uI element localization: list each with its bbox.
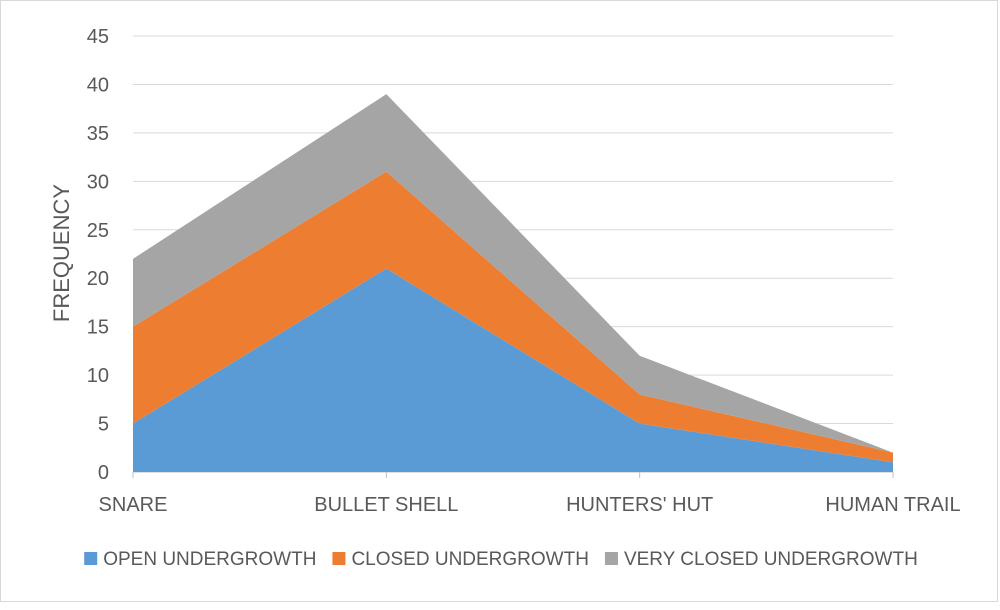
legend-label: VERY CLOSED UNDERGROWTH [624,549,918,570]
legend-item: VERY CLOSED UNDERGROWTH [604,549,918,570]
y-axis-title: FREQUENCY [49,184,74,322]
x-tick-label: HUNTERS' HUT [566,494,713,516]
legend-label: OPEN UNDERGROWTH [103,549,316,570]
y-tick-label: 5 [98,414,109,436]
y-tick-label: 20 [87,268,109,290]
y-axis-ticks: 0 5 10 15 20 25 30 35 40 45 [87,26,109,484]
y-tick-label: 40 [87,74,109,96]
plot-areas [133,94,893,472]
y-tick-label: 15 [87,317,109,339]
area-series-2 [133,94,893,453]
y-tick-label: 30 [87,171,109,193]
x-tick-label: BULLET SHELL [314,494,458,516]
y-tick-label: 0 [98,462,109,484]
legend-swatch [84,552,98,565]
legend-swatch [604,552,618,565]
legend-item: CLOSED UNDERGROWTH [332,549,589,570]
x-axis-ticks: SNARE BULLET SHELL HUNTERS' HUT HUMAN TRAIL [99,472,961,516]
area-series-0 [133,268,893,472]
y-tick-label: 10 [87,365,109,387]
legend-item: OPEN UNDERGROWTH [84,549,316,570]
legend-label: CLOSED UNDERGROWTH [351,549,589,570]
y-tick-label: 25 [87,220,109,242]
y-tick-label: 35 [87,123,109,145]
legend: OPEN UNDERGROWTH CLOSED UNDERGROWTH VERY C… [84,549,918,570]
legend-swatch [332,552,346,565]
x-tick-label: SNARE [99,494,168,516]
y-tick-label: 45 [87,26,109,48]
x-tick-label: HUMAN TRAIL [825,494,960,516]
area-series-1 [133,171,893,463]
